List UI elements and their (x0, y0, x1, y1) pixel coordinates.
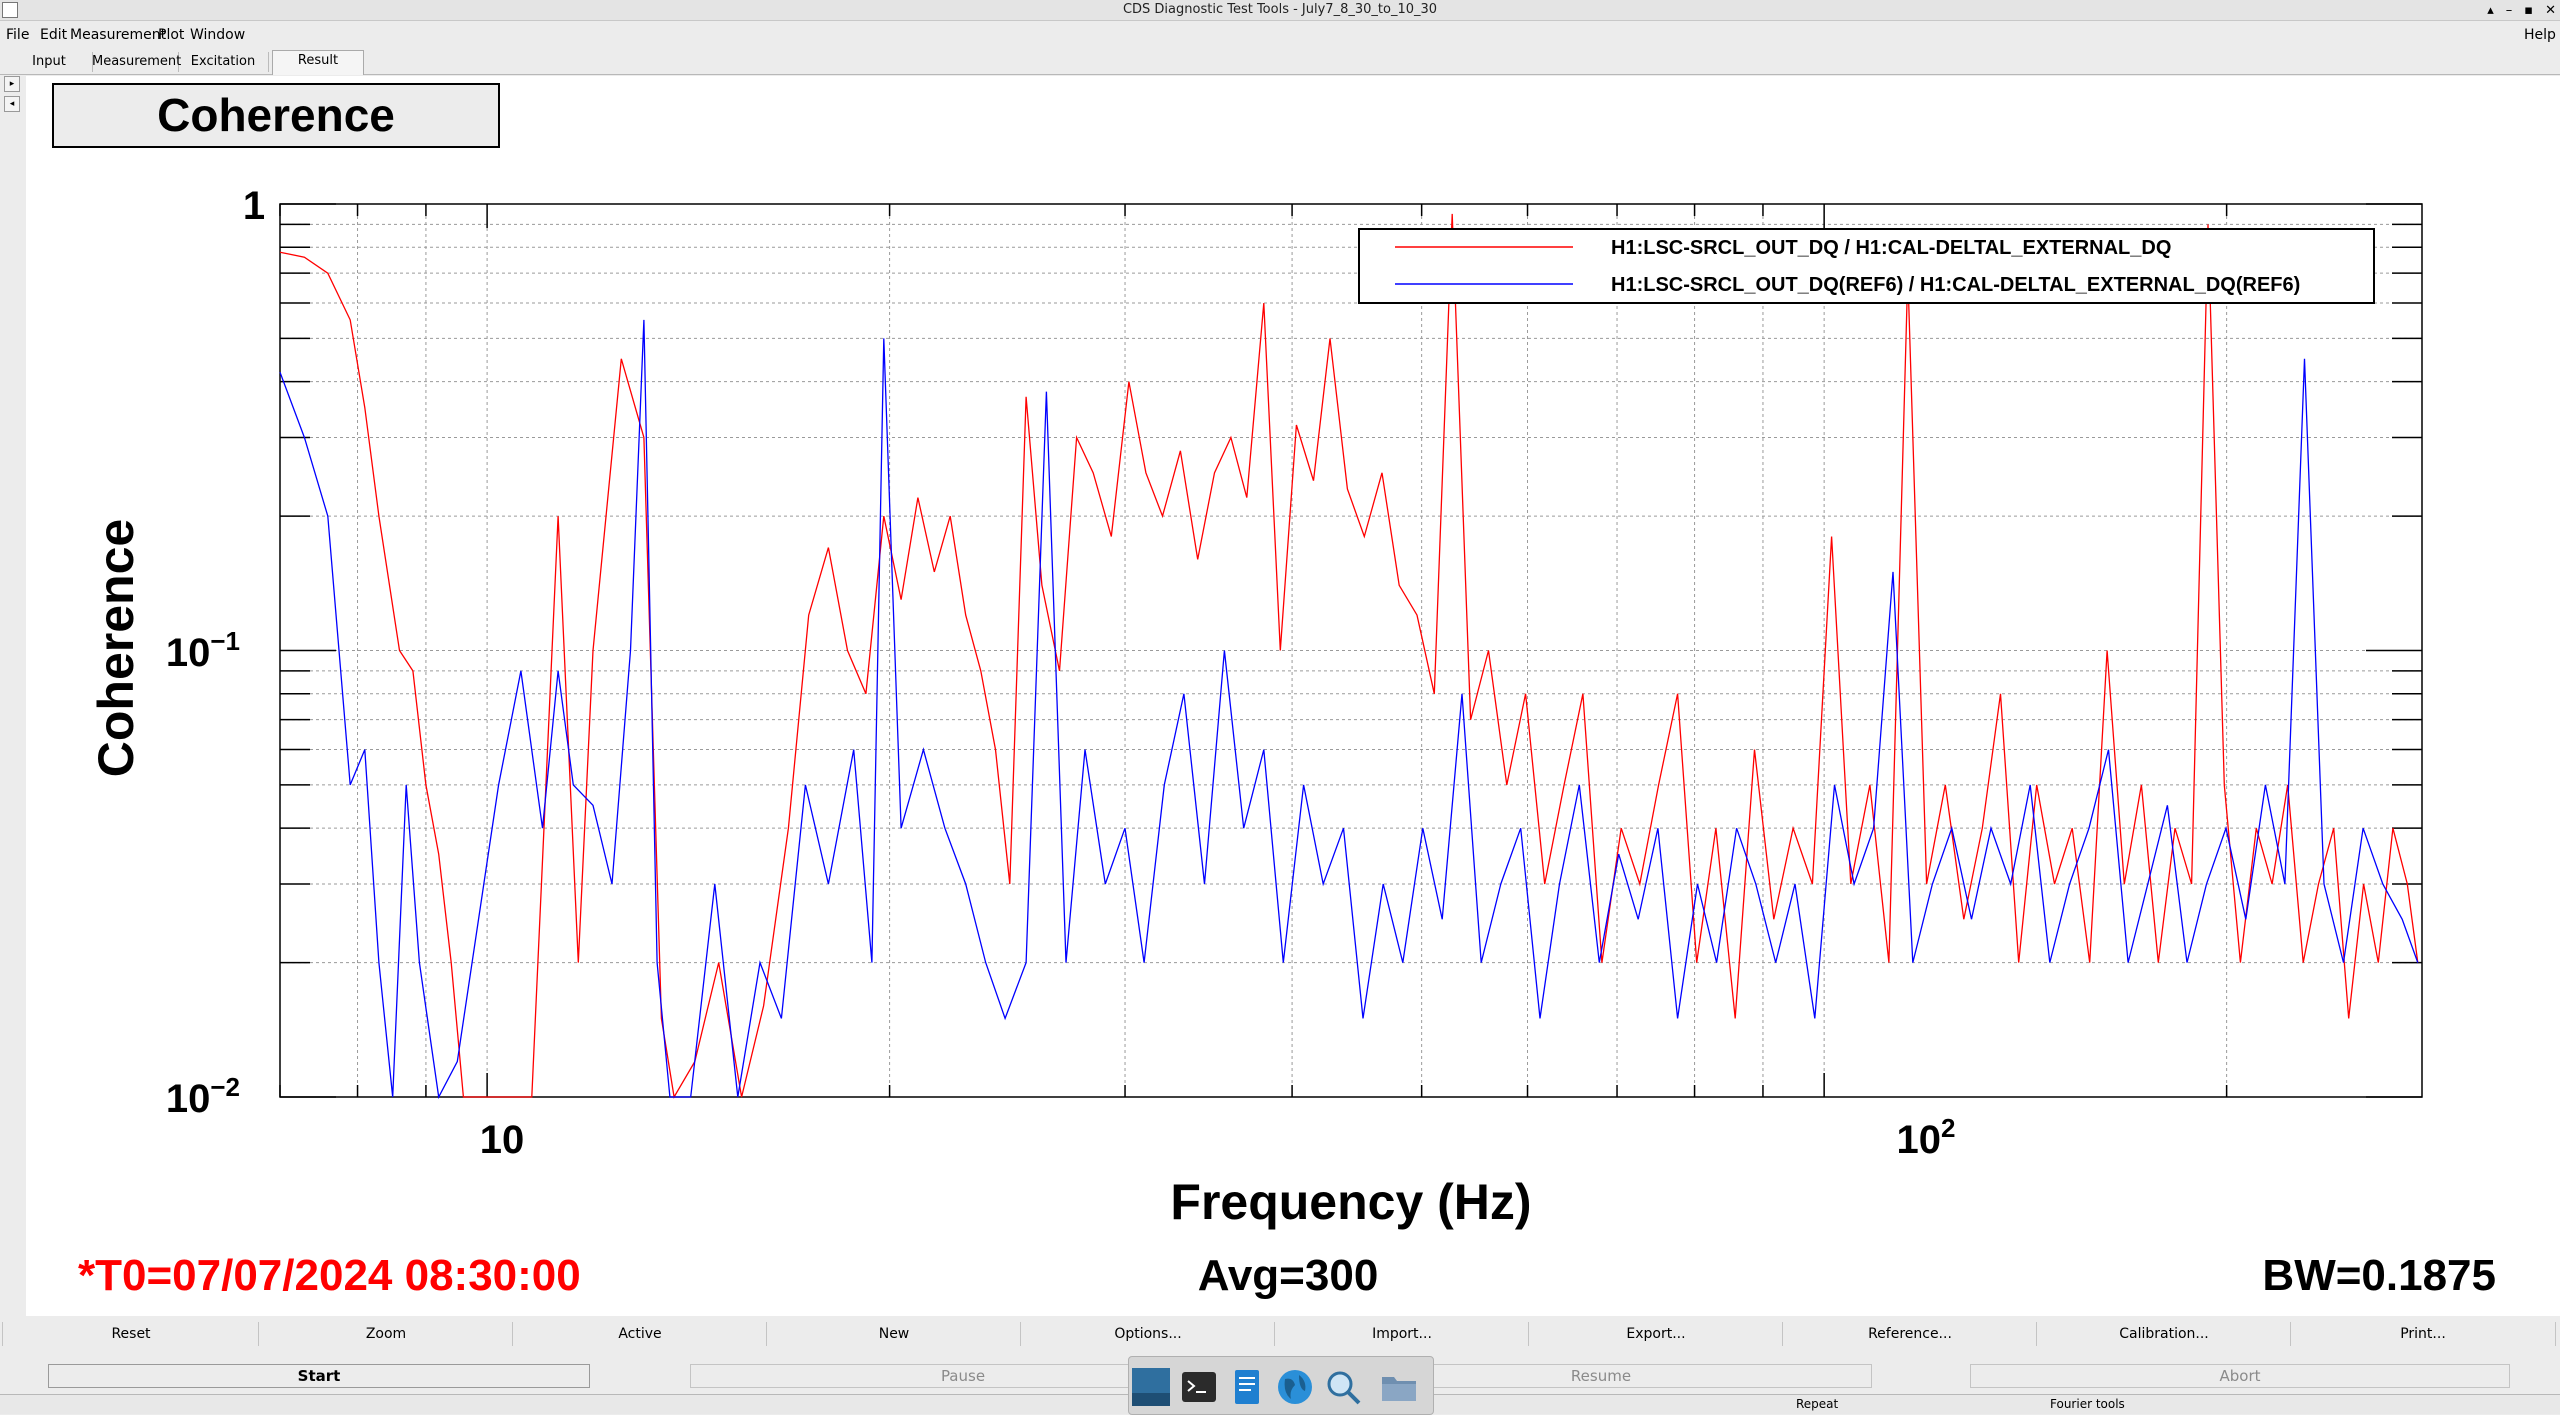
y-tick-label-0.01: 10−2 (166, 1072, 240, 1121)
text-editor-icon[interactable] (1227, 1367, 1267, 1407)
series-line-srcl-ref6 (279, 319, 2419, 1100)
window-title: CDS Diagnostic Test Tools - July7_8_30_t… (1122, 2, 1438, 17)
close-button[interactable]: ✕ (2545, 2, 2556, 18)
menu-measurement[interactable]: Measurement (70, 27, 167, 43)
axis-ticks (279, 203, 2422, 1098)
legend-entry-blue: H1:LSC-SRCL_OUT_DQ(REF6) / H1:CAL-DELTAL… (1611, 274, 2300, 296)
x-tick-label-10: 10 (480, 1118, 525, 1162)
legend-entry-red: H1:LSC-SRCL_OUT_DQ / H1:CAL-DELTAL_EXTER… (1611, 237, 2171, 259)
series-line-srcl (279, 213, 2419, 1099)
plot-pane: Coherence 1 10−1 10−2 10 102 Frequency (… (26, 76, 2560, 1316)
pad-next-arrow[interactable]: ▸ (4, 76, 20, 92)
search-icon[interactable] (1323, 1367, 1363, 1407)
tab-input[interactable]: Input (6, 52, 93, 72)
reference-button[interactable]: Reference... (1782, 1322, 2038, 1346)
folder-icon[interactable] (1379, 1367, 1419, 1407)
measurement-controls: Start Pause Resume Abort (0, 1364, 2560, 1390)
menu-help[interactable]: Help (2524, 27, 2556, 43)
status-repeat: Repeat (1796, 1397, 1839, 1411)
status-mode: Fourier tools (2050, 1397, 2125, 1411)
average-count: Avg=300 (1198, 1251, 1379, 1300)
y-axis-label: Coherence (88, 519, 144, 777)
terminal-icon[interactable] (1179, 1367, 1219, 1407)
calibration-button[interactable]: Calibration... (2036, 1322, 2292, 1346)
browser-icon[interactable] (1275, 1367, 1315, 1407)
maximize-button[interactable]: ▪ (2524, 2, 2534, 18)
series-layer (279, 213, 2419, 1100)
coherence-chart[interactable]: Coherence 1 10−1 10−2 10 102 Frequency (… (26, 76, 2560, 1316)
x-axis-label: Frequency (Hz) (1170, 1174, 1531, 1230)
menu-edit[interactable]: Edit (40, 27, 68, 43)
menu-window[interactable]: Window (190, 27, 246, 43)
legend: H1:LSC-SRCL_OUT_DQ / H1:CAL-DELTAL_EXTER… (1358, 228, 2375, 304)
app-icon (2, 2, 18, 18)
shade-button[interactable]: ▴ (2487, 2, 2494, 18)
abort-button[interactable]: Abort (1970, 1364, 2510, 1388)
pad-selector: ▸ ◂ (4, 76, 22, 116)
reset-button[interactable]: Reset (2, 1322, 260, 1346)
minimize-button[interactable]: – (2505, 2, 2513, 18)
menu-bar: File Edit Measurement Plot Window Help (0, 24, 2560, 46)
y-tick-label-1: 1 (243, 184, 265, 228)
taskbar (1128, 1356, 1434, 1415)
tab-excitation[interactable]: Excitation (178, 52, 269, 72)
tab-result[interactable]: Result (272, 50, 364, 75)
menu-file[interactable]: File (6, 27, 30, 43)
window-controls: ▴ – ▪ ✕ (2487, 0, 2556, 20)
t0-timestamp: *T0=07/07/2024 08:30:00 (78, 1251, 581, 1300)
plot-button-row: Reset Zoom Active New Options... Import.… (2, 1320, 2558, 1348)
start-button[interactable]: Start (48, 1364, 590, 1388)
bandwidth-readout: BW=0.1875 (2262, 1251, 2496, 1300)
print-button[interactable]: Print... (2290, 1322, 2556, 1346)
import-button[interactable]: Import... (1274, 1322, 1530, 1346)
menu-plot[interactable]: Plot (158, 27, 185, 43)
desktop-icon[interactable] (1131, 1367, 1171, 1407)
export-button[interactable]: Export... (1528, 1322, 1784, 1346)
options-button[interactable]: Options... (1020, 1322, 1276, 1346)
y-tick-label-0.1: 10−1 (166, 626, 240, 675)
panel-title: Coherence (157, 89, 395, 141)
title-bar: CDS Diagnostic Test Tools - July7_8_30_t… (0, 0, 2560, 21)
new-button[interactable]: New (766, 1322, 1022, 1346)
grid-lines (279, 203, 2422, 1098)
tab-measurement[interactable]: Measurement (92, 52, 181, 72)
pad-prev-arrow[interactable]: ◂ (4, 96, 20, 112)
x-tick-label-100: 102 (1897, 1113, 1956, 1162)
active-button[interactable]: Active (512, 1322, 768, 1346)
panel-title-box (52, 83, 500, 148)
tab-bar: Input Measurement Excitation Result (0, 50, 2560, 75)
zoom-button[interactable]: Zoom (258, 1322, 514, 1346)
